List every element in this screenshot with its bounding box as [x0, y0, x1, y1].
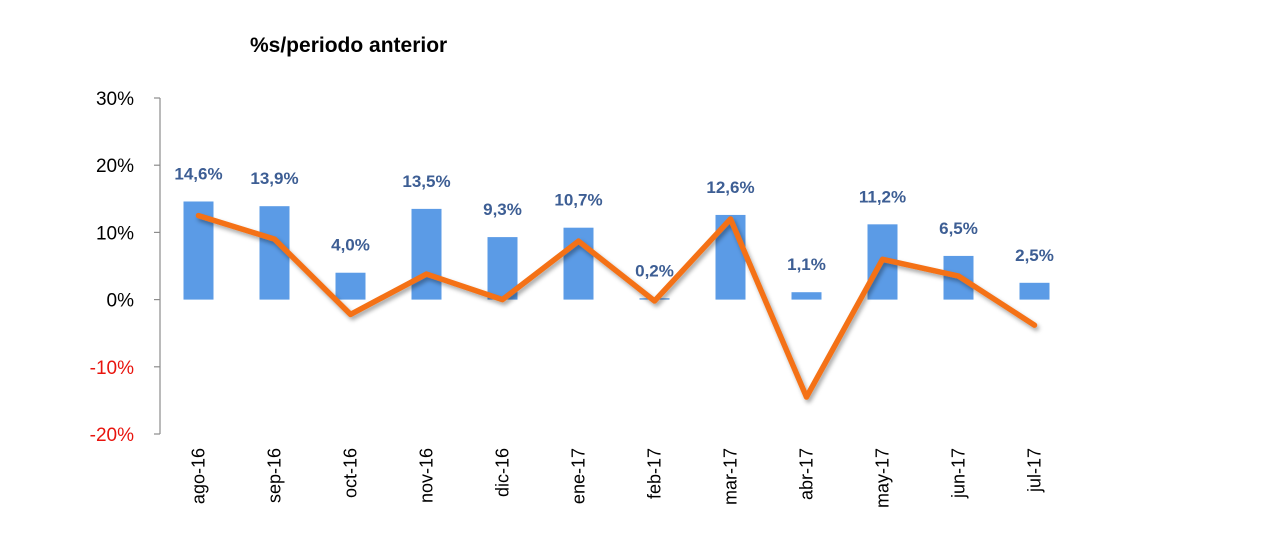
- x-tick-label: jun-17: [949, 448, 969, 499]
- x-tick-label: dic-16: [493, 448, 513, 497]
- line-path: [195, 212, 1038, 400]
- x-tick-label: nov-16: [417, 448, 437, 503]
- x-tick-label: may-17: [873, 448, 893, 508]
- x-tick-label: jul-17: [1025, 448, 1045, 493]
- data-label: 4,0%: [331, 236, 370, 255]
- data-label: 6,5%: [939, 219, 978, 238]
- x-tick-label: mar-17: [721, 448, 741, 505]
- data-label: 0,2%: [635, 261, 674, 280]
- line-series: [195, 212, 1038, 400]
- x-tick-label: abr-17: [797, 448, 817, 500]
- data-label: 9,3%: [483, 200, 522, 219]
- bar-series: [183, 201, 1050, 300]
- data-label: 11,2%: [859, 187, 906, 206]
- data-label: 2,5%: [1015, 246, 1054, 265]
- data-label: 12,6%: [706, 178, 754, 197]
- data-label: 13,9%: [250, 169, 298, 188]
- bar: [335, 272, 366, 300]
- x-tick-label: oct-16: [341, 448, 361, 498]
- y-tick-label: 10%: [96, 223, 134, 244]
- data-labels: 14,6% 13,9% 4,0% 13,5% 9,3% 10,7% 0,2% 12,6% 1,1…: [174, 164, 1053, 280]
- x-axis-ticks: ago-16 sep-16 oct-16 nov-16 dic-16 ene-17 feb-…: [189, 448, 1045, 508]
- bar: [411, 208, 442, 300]
- data-label: 10,7%: [554, 191, 602, 210]
- x-tick-label: sep-16: [265, 448, 285, 503]
- data-label: 14,6%: [174, 164, 222, 183]
- y-tick-label: -10%: [90, 358, 134, 379]
- axes: 30% 20% 10% 0% -10% -20%: [90, 89, 161, 446]
- y-tick-label: -20%: [90, 425, 134, 446]
- x-tick-label: ago-16: [189, 448, 209, 504]
- bar: [259, 206, 290, 300]
- bar: [1019, 282, 1050, 300]
- data-label: 1,1%: [787, 255, 826, 274]
- y-tick-label: 30%: [96, 89, 134, 110]
- bar: [791, 292, 822, 300]
- chart-title: %s/periodo anterior: [250, 34, 448, 57]
- data-label: 13,5%: [402, 172, 450, 191]
- x-tick-label: feb-17: [645, 448, 665, 499]
- y-tick-label: 0%: [107, 291, 135, 312]
- x-tick-label: ene-17: [569, 448, 589, 504]
- y-tick-label: 20%: [96, 156, 134, 177]
